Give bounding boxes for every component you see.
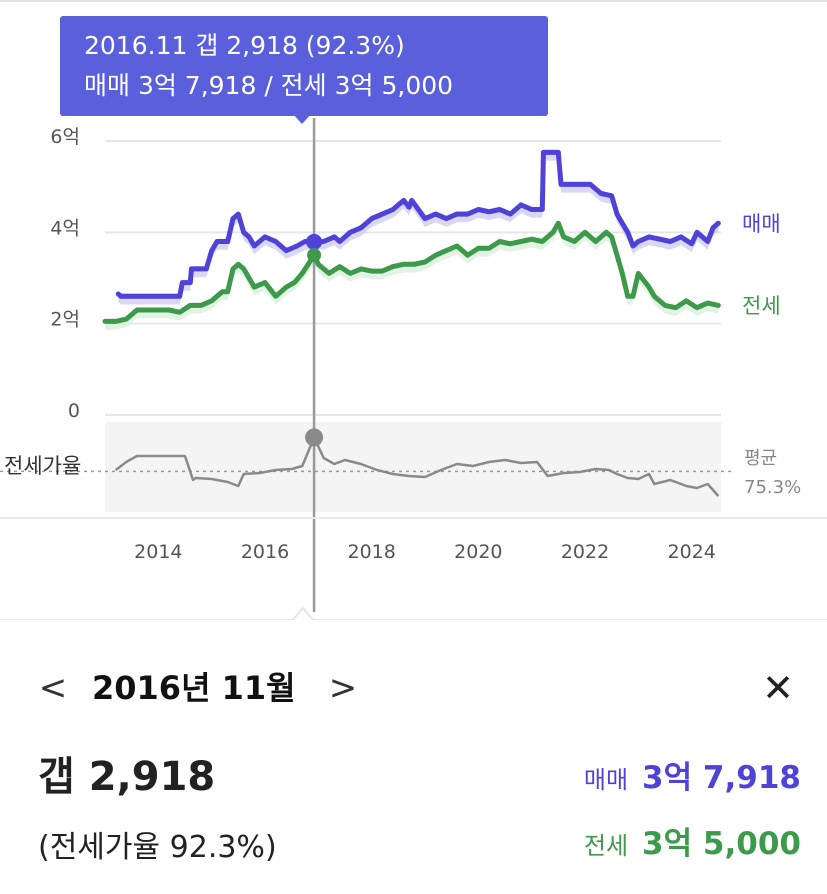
x-tick-label: 2022	[561, 541, 609, 563]
prev-month-button[interactable]: <	[38, 668, 68, 708]
sale-price-key: 매매	[583, 766, 629, 794]
section-divider	[0, 606, 827, 620]
sale-line	[115, 149, 721, 299]
y-tick-label: 2억	[50, 309, 80, 331]
tooltip-caret	[293, 114, 311, 124]
sale-marker	[306, 233, 323, 250]
highlight-markers	[305, 233, 324, 447]
next-month-button[interactable]: >	[328, 668, 358, 708]
y-tick-label: 0	[68, 400, 80, 422]
price-bands	[105, 149, 719, 330]
x-tick-label: 2020	[454, 541, 502, 563]
ratio-panel-background	[105, 422, 721, 512]
ratio-average-label: 평균	[744, 448, 777, 469]
jeonse-line	[102, 220, 721, 324]
y-tick-label: 4억	[50, 217, 80, 239]
detail-panel: < 2016년 11월 > ✕ 갭 2,918 (전세가율 92.3%) 매매 3…	[0, 620, 827, 894]
series-lines	[102, 149, 721, 497]
jeonse-price-row: 전세 3억 5,000	[584, 822, 801, 871]
ratio-marker	[305, 428, 324, 447]
ratio-panel-label: 전세가율	[4, 454, 81, 478]
ratio-average-value: 75.3%	[744, 477, 801, 498]
jeonse-price-value: 3억 5,000	[642, 826, 801, 862]
sale-band	[118, 149, 719, 305]
y-axis-ticks: 0 2억 4억 6억	[50, 126, 80, 422]
grid-lines	[105, 140, 721, 416]
jeonse-marker	[307, 248, 322, 263]
y-tick-label: 6억	[50, 126, 80, 148]
x-tick-label: 2018	[347, 541, 395, 563]
x-axis-ticks: 2014 2016 2018 2020 2022 2024	[134, 541, 716, 563]
tooltip-line-1: 2016.11 갭 2,918 (92.3%)	[84, 31, 405, 60]
month-title: 2016년 11월	[92, 669, 296, 707]
tooltip-line-2: 매매 3억 7,918 / 전세 3억 5,000	[84, 71, 454, 100]
sale-price-value: 3억 7,918	[642, 760, 801, 796]
jeonse-series-label: 전세	[742, 294, 781, 318]
jeonse-ratio-value: (전세가율 92.3%)	[38, 830, 277, 865]
gap-value: 갭 2,918	[38, 754, 216, 800]
x-tick-label: 2016	[241, 541, 289, 563]
price-chart[interactable]: 0 2억 4억 6억 2014 2016 2018 2020 2022 2024 매매 전세 전…	[0, 0, 827, 620]
x-tick-label: 2014	[134, 541, 182, 563]
sale-price-row: 매매 3억 7,918	[584, 756, 801, 805]
close-button[interactable]: ✕	[756, 666, 800, 710]
x-tick-label: 2024	[667, 541, 715, 563]
chart-tooltip: 2016.11 갭 2,918 (92.3%) 매매 3억 7,918 / 전세…	[60, 16, 548, 116]
sale-series-label: 매매	[742, 212, 781, 236]
jeonse-price-key: 전세	[583, 832, 629, 860]
ratio-line	[114, 436, 720, 497]
